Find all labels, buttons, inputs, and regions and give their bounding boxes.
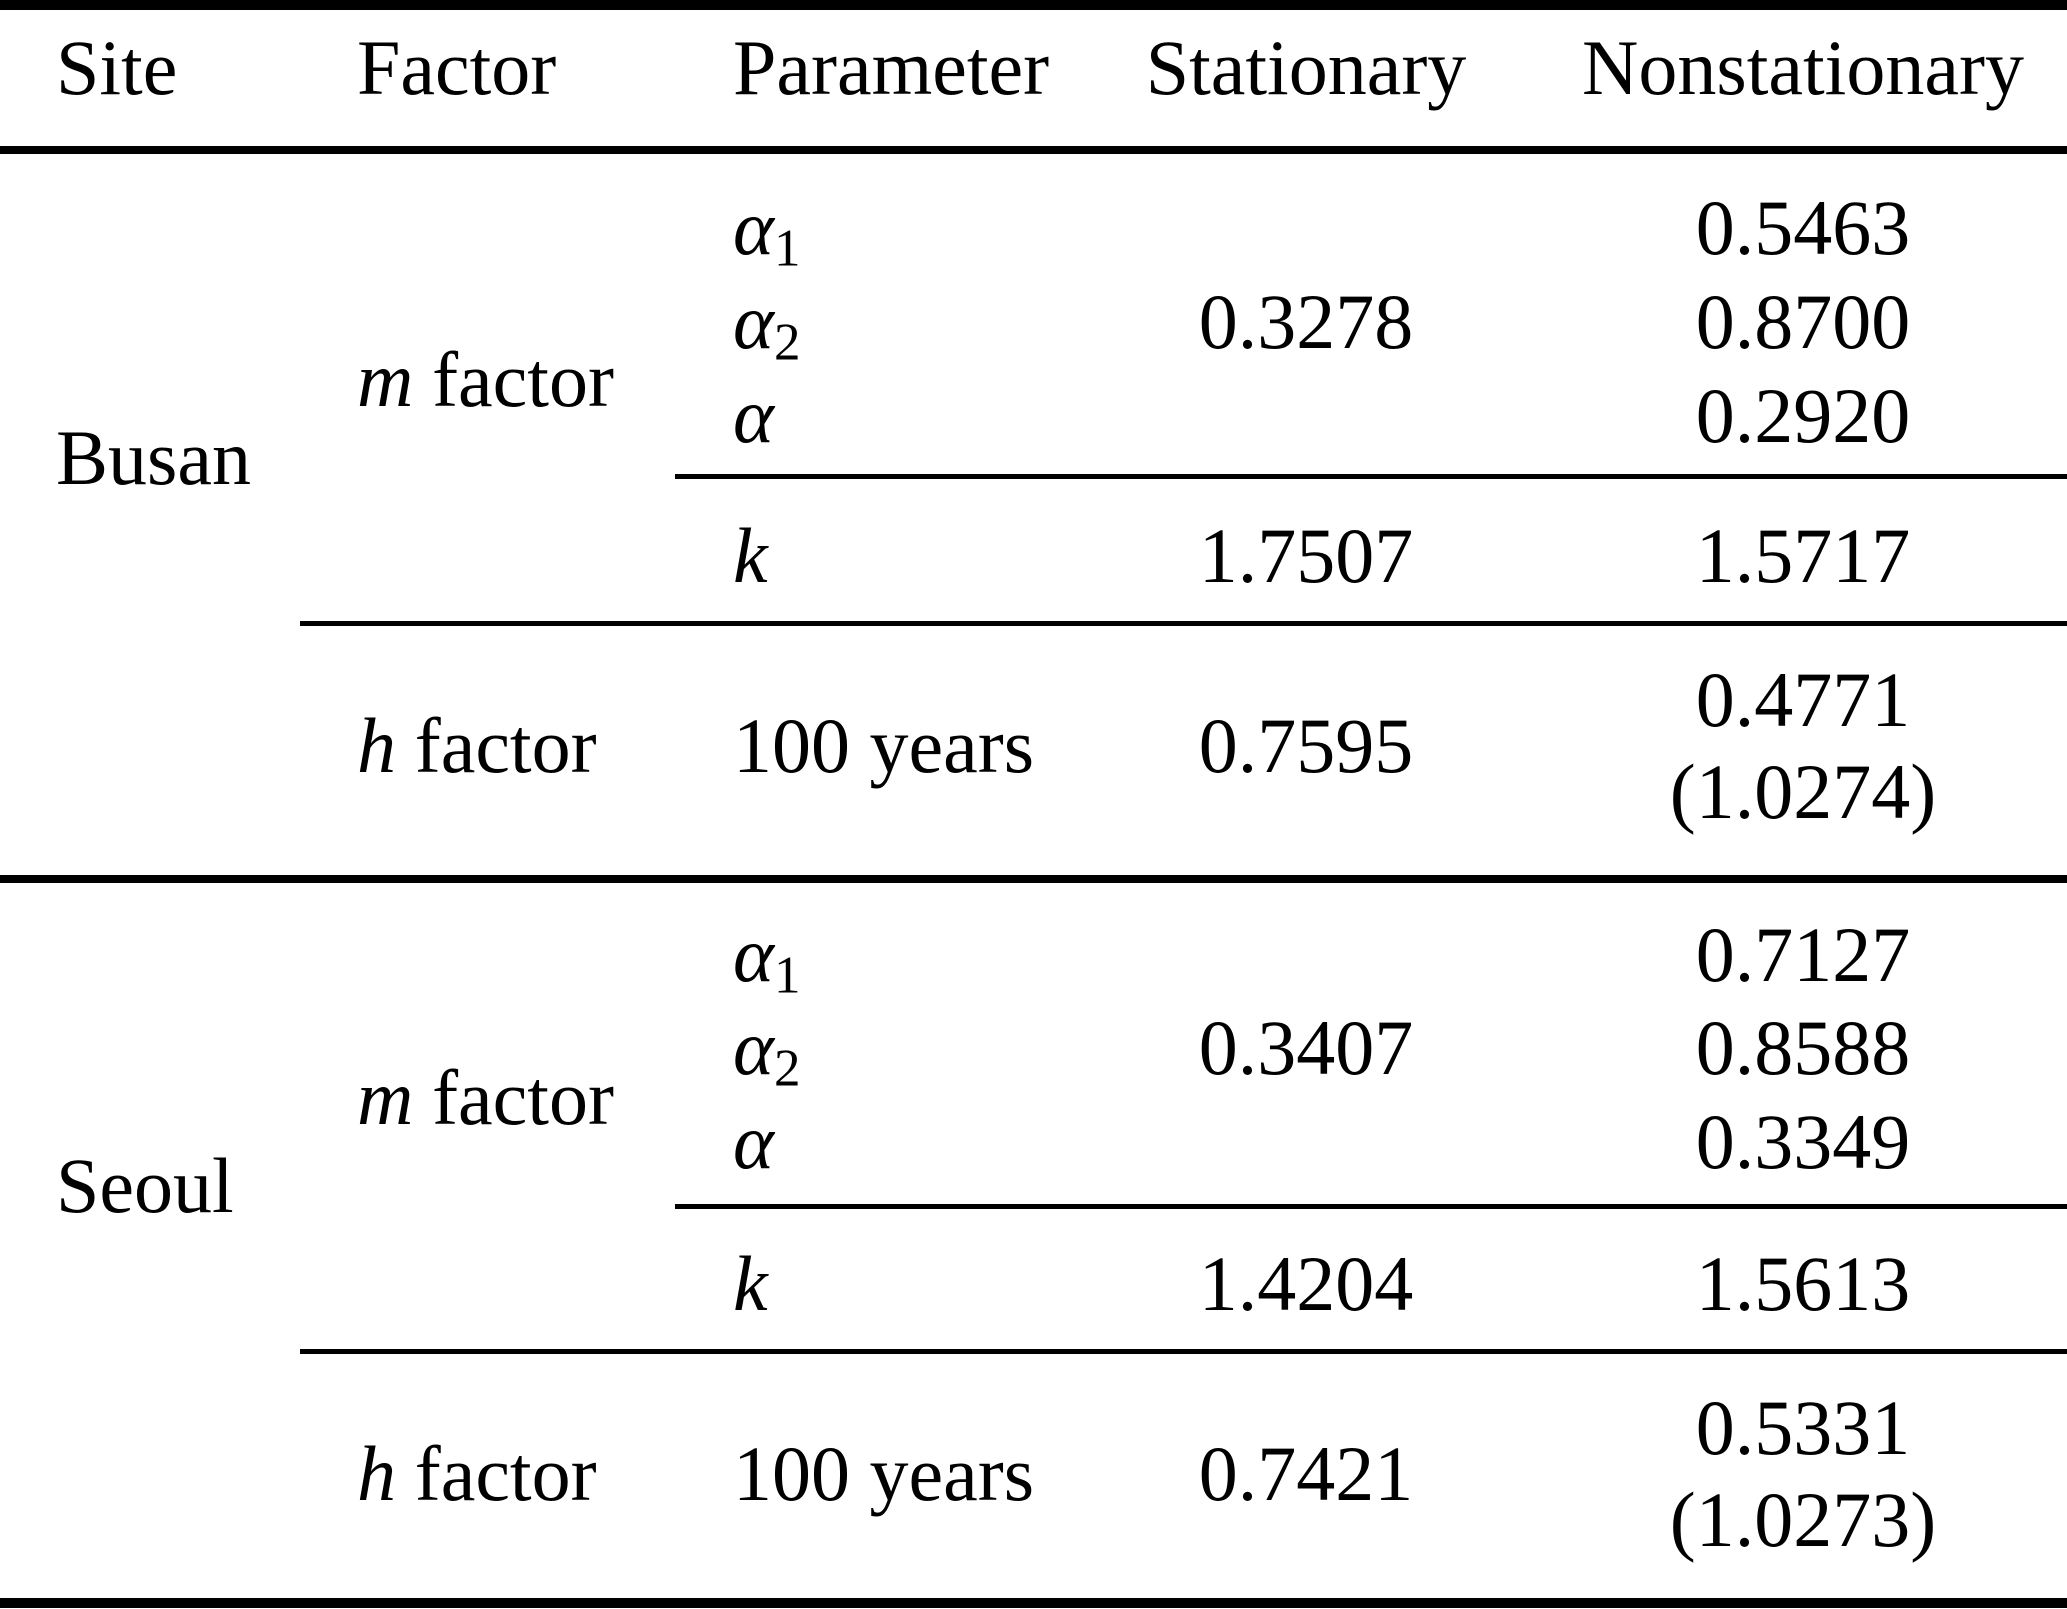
seoul-param-alpha2: α2: [733, 1009, 800, 1096]
busan-alpha-symbol: α: [733, 372, 774, 459]
busan-nonstationary-k-value: 1.5717: [1695, 512, 1911, 599]
seoul-stationary-h-value: 0.7421: [1198, 1430, 1414, 1517]
busan-alpha1-symbol: α: [733, 184, 774, 271]
seoul-nonstationary-h-value-line2: (1.0273): [1669, 1476, 1937, 1563]
header-bottom-rule: [0, 146, 2067, 154]
column-header-factor: Factor: [357, 24, 557, 111]
seoul-h-symbol: h: [357, 1430, 396, 1517]
seoul-param-100-years: 100 years: [733, 1430, 1035, 1517]
seoul-nonstationary-k-value: 1.5613: [1695, 1240, 1911, 1327]
seoul-alpha2-symbol: α: [733, 1004, 774, 1091]
column-header-parameter: Parameter: [733, 24, 1050, 111]
busan-nonstationary-h-value-line2: (1.0274): [1669, 748, 1937, 835]
column-header-nonstationary: Nonstationary: [1582, 24, 2024, 111]
busan-h-factor-word: factor: [414, 702, 597, 789]
busan-param-k: k: [733, 512, 768, 599]
busan-param-alpha1: α1: [733, 189, 800, 276]
busan-alpha1-subscript: 1: [773, 219, 801, 278]
column-header-site: Site: [56, 24, 178, 111]
busan-h-symbol: h: [357, 702, 396, 789]
busan-mfactor-hfactor-divider-rule: [300, 621, 2067, 626]
table-top-rule: [0, 0, 2067, 10]
seoul-m-symbol: m: [357, 1054, 414, 1141]
busan-param-100-years: 100 years: [733, 702, 1035, 789]
busan-nonstationary-alpha1-value: 0.5463: [1695, 184, 1911, 271]
column-header-stationary: Stationary: [1145, 24, 1467, 111]
seoul-alpha2-subscript: 2: [773, 1039, 801, 1098]
seoul-alpha1-symbol: α: [733, 911, 774, 998]
busan-alpha2-subscript: 2: [773, 313, 801, 372]
busan-nonstationary-alpha-value: 0.2920: [1695, 372, 1911, 459]
busan-stationary-h-value: 0.7595: [1198, 702, 1414, 789]
site-separator-rule: [0, 875, 2067, 883]
seoul-param-alpha: α: [733, 1103, 774, 1181]
busan-stationary-m-value: 0.3278: [1198, 278, 1414, 365]
busan-alpha2-symbol: α: [733, 278, 774, 365]
busan-nonstationary-alpha2-value: 0.8700: [1695, 278, 1911, 365]
seoul-param-k: k: [733, 1240, 768, 1327]
table-bottom-rule: [0, 1598, 2067, 1608]
seoul-nonstationary-h-value-line1: 0.5331: [1695, 1384, 1911, 1471]
busan-site-label: Busan: [56, 414, 251, 501]
busan-m-factor-label: m factor: [357, 341, 614, 419]
seoul-m-factor-word: factor: [432, 1054, 614, 1141]
busan-param-alpha: α: [733, 377, 774, 455]
seoul-alpha-k-divider-rule: [675, 1204, 2067, 1209]
seoul-m-factor-label: m factor: [357, 1059, 614, 1137]
busan-param-alpha2: α2: [733, 283, 800, 370]
seoul-nonstationary-alpha2-value: 0.8588: [1695, 1004, 1911, 1091]
seoul-stationary-m-value: 0.3407: [1198, 1004, 1414, 1091]
seoul-stationary-k-value: 1.4204: [1198, 1240, 1414, 1327]
busan-m-factor-word: factor: [432, 336, 614, 423]
seoul-alpha-symbol: α: [733, 1098, 774, 1185]
busan-alpha-k-divider-rule: [675, 474, 2067, 479]
seoul-nonstationary-alpha-value: 0.3349: [1695, 1098, 1911, 1185]
seoul-nonstationary-alpha1-value: 0.7127: [1695, 911, 1911, 998]
seoul-alpha1-subscript: 1: [773, 946, 801, 1005]
busan-nonstationary-h-value-line1: 0.4771: [1695, 656, 1911, 743]
seoul-param-alpha1: α1: [733, 916, 800, 1003]
seoul-mfactor-hfactor-divider-rule: [300, 1349, 2067, 1354]
seoul-h-factor-word: factor: [414, 1430, 597, 1517]
seoul-site-label: Seoul: [56, 1142, 234, 1229]
busan-stationary-k-value: 1.7507: [1198, 512, 1414, 599]
busan-m-symbol: m: [357, 336, 414, 423]
seoul-h-factor-label: h factor: [357, 1435, 597, 1513]
busan-h-factor-label: h factor: [357, 707, 597, 785]
